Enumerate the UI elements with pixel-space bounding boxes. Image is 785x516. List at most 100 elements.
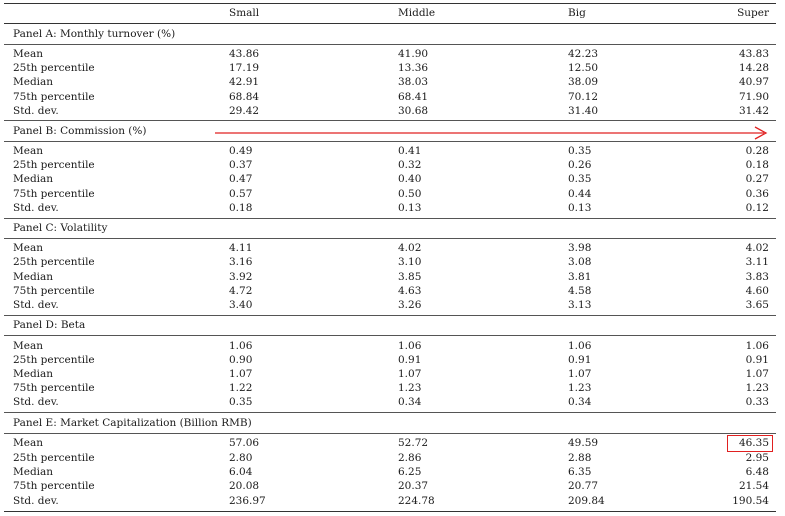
- row-label: Mean: [13, 48, 43, 60]
- cell-big: 1.06: [568, 340, 592, 352]
- row-label: 75th percentile: [13, 91, 95, 103]
- row-label: 25th percentile: [13, 62, 95, 74]
- cell-big: 38.09: [568, 76, 599, 88]
- cell-middle: 68.41: [398, 91, 429, 103]
- cell-small: 2.80: [229, 452, 253, 464]
- cell-big: 209.84: [568, 495, 605, 507]
- cell-big: 3.13: [568, 299, 592, 311]
- cell-middle: 2.86: [398, 452, 422, 464]
- cell-small: 20.08: [229, 480, 260, 492]
- row-label: Std. dev.: [13, 202, 59, 214]
- cell-small: 29.42: [229, 105, 260, 117]
- cell-super: 71.90: [738, 91, 769, 103]
- row-label: Mean: [13, 340, 43, 352]
- panel-d-bottom-rule: [4, 412, 776, 413]
- row-label: Median: [13, 466, 54, 478]
- row-label: 75th percentile: [13, 188, 95, 200]
- cell-small: 57.06: [229, 437, 260, 449]
- row-label: Std. dev.: [13, 299, 59, 311]
- cell-super: 40.97: [738, 76, 769, 88]
- row-label: 25th percentile: [13, 159, 95, 171]
- cell-super: 6.48: [745, 466, 769, 478]
- cell-middle: 0.40: [398, 173, 422, 185]
- panel-a-rule: [4, 44, 776, 45]
- row-label: Mean: [13, 145, 43, 157]
- table-bottom-rule: [4, 511, 776, 512]
- cell-super: 3.83: [745, 271, 769, 283]
- panel-b-title: Panel B: Commission (%): [13, 125, 147, 137]
- cell-super: 4.60: [745, 285, 769, 297]
- panel-a-title: Panel A: Monthly turnover (%): [13, 28, 176, 40]
- cell-small: 68.84: [229, 91, 260, 103]
- cell-super: 0.12: [745, 202, 769, 214]
- cell-big: 0.35: [568, 145, 592, 157]
- row-label: Median: [13, 76, 54, 88]
- cell-super: 0.91: [745, 354, 769, 366]
- header-rule: [4, 23, 776, 24]
- row-label: Mean: [13, 242, 43, 254]
- cell-big: 3.08: [568, 256, 592, 268]
- column-header-super: Super: [737, 7, 769, 19]
- cell-middle: 3.26: [398, 299, 422, 311]
- row-label: 75th percentile: [13, 480, 95, 492]
- cell-middle: 0.13: [398, 202, 422, 214]
- cell-super: 1.06: [745, 340, 769, 352]
- cell-small: 0.35: [229, 396, 253, 408]
- cell-middle: 30.68: [398, 105, 429, 117]
- cell-middle: 0.34: [398, 396, 422, 408]
- cell-big: 12.50: [568, 62, 599, 74]
- cell-super: 43.83: [738, 48, 769, 60]
- cell-big: 49.59: [568, 437, 599, 449]
- row-label: Std. dev.: [13, 105, 59, 117]
- highlight-box: [727, 435, 773, 452]
- cell-small: 1.06: [229, 340, 253, 352]
- cell-small: 0.49: [229, 145, 253, 157]
- cell-small: 0.37: [229, 159, 253, 171]
- cell-super: 0.28: [745, 145, 769, 157]
- cell-big: 0.13: [568, 202, 592, 214]
- row-label: Mean: [13, 437, 43, 449]
- cell-big: 0.91: [568, 354, 592, 366]
- cell-middle: 224.78: [398, 495, 435, 507]
- cell-big: 0.35: [568, 173, 592, 185]
- cell-big: 0.34: [568, 396, 592, 408]
- cell-big: 6.35: [568, 466, 592, 478]
- cell-big: 2.88: [568, 452, 592, 464]
- cell-super: 0.36: [745, 188, 769, 200]
- cell-small: 1.07: [229, 368, 253, 380]
- panel-d-rule: [4, 335, 776, 336]
- cell-small: 236.97: [229, 495, 266, 507]
- panel-c-bottom-rule: [4, 315, 776, 316]
- row-label: 25th percentile: [13, 354, 95, 366]
- cell-super: 21.54: [738, 480, 769, 492]
- cell-super-highlighted: 46.35: [738, 437, 769, 449]
- panel-b-bottom-rule: [4, 218, 776, 219]
- row-label: Std. dev.: [13, 495, 59, 507]
- cell-middle: 4.63: [398, 285, 422, 297]
- row-label: 75th percentile: [13, 382, 95, 394]
- cell-middle: 6.25: [398, 466, 422, 478]
- cell-super: 14.28: [738, 62, 769, 74]
- cell-middle: 4.02: [398, 242, 422, 254]
- cell-middle: 0.91: [398, 354, 422, 366]
- column-header-middle: Middle: [398, 7, 436, 19]
- cell-super: 3.65: [745, 299, 769, 311]
- cell-small: 0.90: [229, 354, 253, 366]
- column-header-small: Small: [229, 7, 260, 19]
- cell-super: 0.18: [745, 159, 769, 171]
- cell-middle: 3.85: [398, 271, 422, 283]
- table-top-rule: [4, 3, 776, 4]
- cell-super: 1.07: [745, 368, 769, 380]
- cell-small: 0.47: [229, 173, 253, 185]
- panel-b-rule: [4, 141, 776, 142]
- cell-super: 3.11: [745, 256, 769, 268]
- cell-super: 1.23: [745, 382, 769, 394]
- cell-small: 42.91: [229, 76, 260, 88]
- cell-big: 3.81: [568, 271, 592, 283]
- cell-small: 4.72: [229, 285, 253, 297]
- cell-small: 3.40: [229, 299, 253, 311]
- cell-big: 42.23: [568, 48, 599, 60]
- cell-super: 2.95: [745, 452, 769, 464]
